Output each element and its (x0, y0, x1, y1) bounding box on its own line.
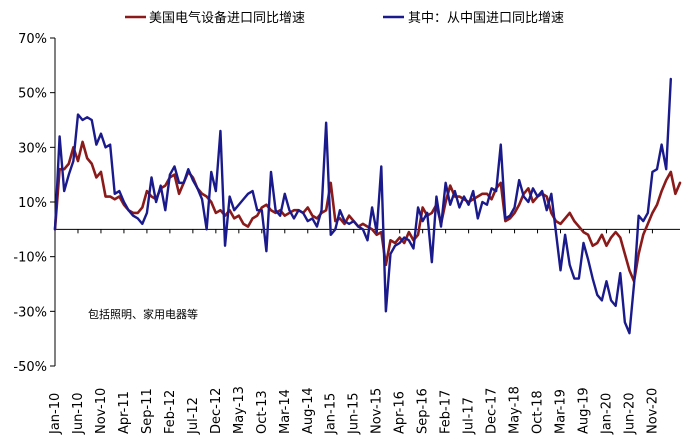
x-tick-label: Dec-17 (485, 388, 500, 434)
legend-label-us: 美国电气设备进口同比增速 (149, 10, 305, 26)
x-tick-label: Nov-20 (645, 388, 660, 434)
x-tick-label: Jun-10 (71, 392, 86, 435)
x-tick-label: Feb-17 (439, 390, 454, 434)
x-tick-label: Feb-12 (163, 390, 178, 434)
series-layer (53, 77, 682, 335)
y-tick-label: -30% (13, 305, 47, 320)
legend-label-china: 其中：从中国进口同比增速 (408, 11, 564, 26)
x-tick-label: Jan-20 (599, 393, 614, 435)
legend: 美国电气设备进口同比增速 其中：从中国进口同比增速 (125, 10, 564, 26)
x-tick-label: Aug-14 (301, 387, 316, 434)
y-tick-label: -10% (13, 251, 47, 266)
x-tick-label: Nov-10 (94, 388, 109, 434)
x-tick-label: Jan-10 (48, 393, 63, 435)
x-tick-label: Mar-14 (278, 389, 293, 434)
x-tick-label: Oct-18 (531, 390, 546, 434)
x-tick-label: Jan-15 (324, 393, 339, 435)
x-axis: Jan-10 Jun-10 Nov-10 Apr-11 Sep-11 Feb-12 Jul-… (48, 228, 680, 435)
chart-annotation: 包括照明、家用电器等 (88, 307, 198, 321)
x-tick-label: Dec-12 (209, 388, 224, 434)
x-tick-label: May-13 (232, 386, 247, 434)
x-tick-label: Nov-15 (370, 388, 385, 434)
y-tick-label: 50% (18, 87, 47, 102)
series-line (53, 77, 673, 335)
x-tick-label: Jul-12 (186, 397, 201, 435)
y-tick-label: 30% (18, 141, 47, 156)
x-tick-label: Jun-15 (347, 392, 362, 435)
x-tick-label: Aug-19 (576, 387, 591, 434)
x-tick-label: Apr-16 (393, 391, 408, 434)
x-tick-label: May-18 (508, 386, 523, 434)
x-tick-label: Apr-11 (117, 391, 132, 434)
y-tick-label: -50% (13, 360, 47, 375)
series-line (53, 140, 682, 283)
x-tick-label: Jul-17 (462, 397, 477, 435)
x-tick-label: Mar-19 (554, 389, 569, 434)
y-axis: 70% 50% 30% 10% -10% -30% -50% (13, 32, 56, 375)
y-tick-label: 10% (18, 196, 47, 211)
series-1 (53, 77, 673, 335)
x-tick-label: Sep-11 (140, 388, 155, 434)
x-tick-label: Sep-16 (416, 388, 431, 434)
x-tick-label: Jun-20 (622, 392, 637, 435)
series-0 (53, 140, 682, 283)
y-tick-label: 70% (18, 32, 47, 47)
x-tick-label: Oct-13 (255, 390, 270, 434)
